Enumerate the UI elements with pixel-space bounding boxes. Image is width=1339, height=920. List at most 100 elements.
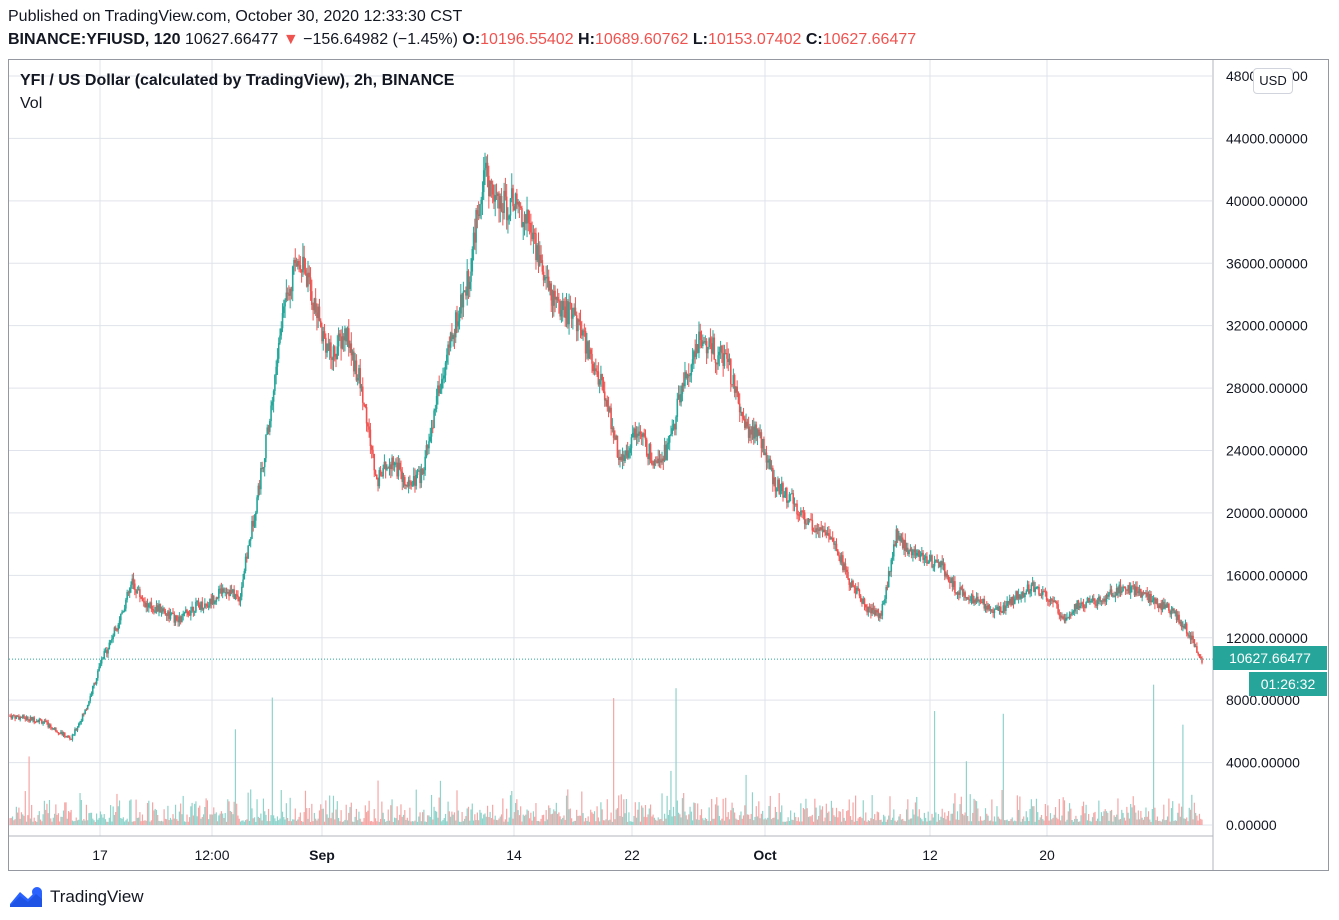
volume-bar [691,820,694,825]
candle-body [476,210,479,215]
symbol-label: BINANCE:YFIUSD, 120 [8,31,181,48]
volume-bar [97,819,99,825]
candle-body [317,306,319,318]
volume-bar [777,819,779,825]
candle-body [1115,587,1118,596]
currency-badge[interactable]: USD [1253,68,1293,94]
volume-bar [843,817,845,825]
volume-bar [1029,808,1031,825]
volume-bar [255,821,257,825]
volume-bar [1063,800,1066,825]
candle-body [1028,584,1030,594]
candle-body [358,368,360,378]
volume-bar [152,802,154,825]
candle-body [521,208,523,227]
volume-bar [325,800,327,825]
volume-bar [340,810,342,825]
volume-bar [186,814,188,825]
volume-bar [158,820,160,825]
tradingview-logo[interactable]: TradingView [8,884,144,910]
volume-bar [93,820,95,825]
candle-body [479,204,481,217]
candle-body [524,214,527,224]
candle-body [281,313,284,329]
volume-bar [196,816,198,825]
volume-bar [903,820,905,825]
volume-bar [202,814,205,825]
high-value: 10689.60762 [594,31,689,48]
candle-body [1076,600,1078,609]
candle-body [578,319,581,322]
candle-body [340,336,342,349]
volume-bar [522,814,524,825]
candle-body [1142,592,1145,594]
volume-bar [138,817,140,825]
volume-bar [400,804,402,825]
volume-bar [1009,820,1011,825]
candle-body [639,431,642,435]
volume-bar [511,790,513,825]
candle-body [656,461,658,464]
candle-body [211,595,214,605]
candle-body [364,404,367,408]
volume-bar [793,812,796,825]
candle-body [713,337,716,360]
candle-body [496,193,499,196]
candle-body [28,720,30,722]
candle-body [588,349,591,359]
volume-bar [434,810,436,825]
published-line: Published on TradingView.com, October 30… [8,8,463,25]
candle-body [127,592,130,594]
volume-bar [1174,820,1176,825]
candle-body [819,527,821,531]
candle-body [602,380,605,392]
candle-body [1034,587,1036,592]
candle-body [201,601,204,610]
candle-body [323,331,326,338]
candle-body [33,717,35,723]
candle-body [99,663,102,667]
candle-body [694,351,696,357]
candle-body [960,587,963,589]
volume-bar [893,809,895,825]
volume-bar [930,820,932,825]
volume-bar [45,809,47,825]
candle-body [1199,657,1202,659]
volume-bar [475,820,477,825]
candle-body [811,519,814,531]
volume-bar [815,807,817,825]
volume-bar [25,821,28,825]
legend-title: YFI / US Dollar (calculated by TradingVi… [20,72,455,89]
volume-bar [591,812,593,825]
candle-body [200,601,202,610]
volume-bar [832,807,834,825]
volume-bar [618,795,620,825]
volume-bar [211,814,214,825]
volume-bar [768,806,770,825]
candle-body [801,510,803,512]
volume-bar [851,819,853,825]
candle-body [420,468,423,484]
volume-bar [532,811,535,825]
volume-bar [913,814,915,825]
candle-body [1085,602,1087,608]
y-tick-label: 24000.00000 [1226,443,1308,459]
candle-body [607,406,610,412]
candle-body [1110,589,1113,596]
volume-bar [108,817,110,825]
candle-body [835,543,838,550]
volume-bar [652,814,654,825]
volume-bar [337,817,340,825]
candle-body [349,343,351,348]
candle-body [258,485,261,490]
candle-body [805,523,807,525]
volume-bar [399,814,401,825]
volume-bar [253,817,256,825]
volume-bar [925,817,927,825]
volume-bar [1170,808,1173,825]
volume-bar [619,815,621,825]
volume-bar [1049,813,1052,825]
candle-body [1161,601,1164,610]
volume-bar [470,809,472,825]
